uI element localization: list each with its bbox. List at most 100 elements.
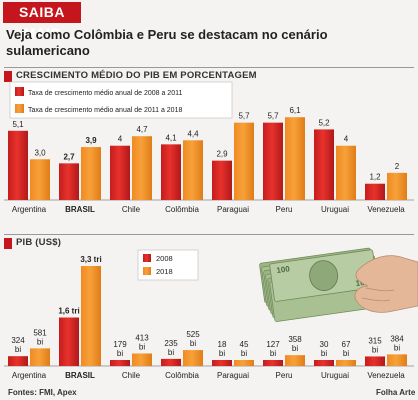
value-label: 5,7 [238, 112, 250, 121]
section-tag: SAIBA MAIS [3, 2, 81, 41]
bar-chile-1 [132, 353, 152, 366]
category-label: Argentina [12, 205, 47, 214]
chart1-title: CRESCIMENTO MÉDIO DO PIB EM PORCENTAGEM [16, 70, 257, 81]
category-label: Chile [122, 371, 141, 380]
value-label: 324 bi [11, 336, 25, 354]
bar-venezuela-1 [387, 172, 407, 200]
bill-stack: 100100 [259, 247, 387, 322]
bar-colômbia-0 [161, 358, 181, 366]
value-label: 5,7 [267, 112, 279, 121]
page-title: Veja como Colômbia e Peru se destacam no… [6, 27, 328, 58]
hand [354, 255, 418, 313]
source-note: Fontes: FMI, Apex [8, 388, 77, 397]
category-label: Uruguai [321, 371, 349, 380]
value-label: 67 bi [342, 340, 351, 358]
bar-venezuela-0 [365, 183, 385, 200]
bar-colômbia-1 [183, 350, 203, 366]
category-label: Colômbia [165, 205, 199, 214]
bar-uruguai-1 [336, 145, 356, 200]
bar-peru-0 [263, 360, 283, 366]
value-label: 6,1 [289, 106, 301, 115]
finger-line [365, 287, 395, 292]
category-label: BRASIL [65, 371, 95, 380]
bar-peru-1 [285, 355, 305, 366]
category-label: Venezuela [367, 371, 405, 380]
category-label: Argentina [12, 371, 47, 380]
portrait [309, 260, 339, 291]
bar-paraguai-0 [212, 160, 232, 200]
value-label: 4 [344, 135, 349, 144]
category-label: Colômbia [165, 371, 199, 380]
value-label: 5,2 [318, 118, 330, 127]
legend-box [9, 81, 233, 119]
value-label: 3,0 [34, 148, 46, 157]
bar-argentina-1 [30, 159, 50, 200]
money-illustration: 100100 [259, 247, 418, 322]
bar-brasil-1 [81, 147, 101, 200]
legend-swatch-1 [15, 104, 24, 113]
bar-uruguai-1 [336, 360, 356, 366]
value-label: 4,4 [187, 129, 199, 138]
value-label: 581 bi [33, 328, 47, 346]
legend-swatch-1 [143, 267, 151, 275]
bill-denomination: 100 [276, 264, 291, 275]
bar-colômbia-0 [161, 144, 181, 200]
legend-swatch-0 [143, 254, 151, 262]
value-label: 1,6 tri [58, 307, 79, 316]
value-label: 45 bi [240, 340, 249, 358]
bar-uruguai-0 [314, 360, 334, 366]
bar-argentina-0 [8, 356, 28, 366]
value-label: 4,7 [136, 125, 148, 134]
category-label: Venezuela [367, 205, 405, 214]
legend-label-1: Taxa de crescimento médio anual de 2011 … [28, 107, 182, 114]
category-label: Chile [122, 205, 141, 214]
bar-paraguai-1 [234, 360, 254, 366]
legend-label-0: 2008 [156, 254, 173, 263]
bar-brasil-0 [59, 163, 79, 200]
bar-argentina-0 [8, 130, 28, 200]
bar-venezuela-0 [365, 356, 385, 366]
value-label: 4,1 [165, 133, 177, 142]
bar-chile-0 [110, 145, 130, 200]
value-label: 127 bi [266, 340, 280, 358]
value-label: 2,7 [63, 152, 75, 161]
category-label: Peru [276, 205, 293, 214]
legend-label-0: Taxa de crescimento médio anual de 2008 … [28, 90, 182, 97]
category-label: Paraguai [217, 371, 249, 380]
chart2-header: PIB (US$) [4, 234, 414, 249]
category-label: BRASIL [65, 205, 95, 214]
bar-paraguai-0 [212, 360, 232, 366]
gdp-chart: 2008 2018 324 bi 581 bi Argentina 1,6 tri 3,3 tr… [4, 249, 414, 380]
category-label: Peru [276, 371, 293, 380]
chart2-title: PIB (US$) [16, 237, 62, 248]
value-label: 30 bi [320, 340, 329, 358]
value-label: 413 bi [135, 333, 149, 351]
value-label: 18 bi [218, 340, 227, 358]
category-label: Paraguai [217, 205, 249, 214]
value-label: 525 bi [186, 330, 200, 348]
value-label: 1,2 [369, 173, 381, 182]
bar-venezuela-1 [387, 354, 407, 366]
bar-peru-0 [263, 122, 283, 200]
bar-colômbia-1 [183, 140, 203, 200]
bar-peru-1 [285, 117, 305, 200]
bar-paraguai-1 [234, 122, 254, 200]
legend-label-1: 2018 [156, 267, 173, 276]
value-label: 358 bi [288, 335, 302, 353]
finger-line [361, 297, 391, 302]
chart1-header: CRESCIMENTO MÉDIO DO PIB EM PORCENTAGEM [4, 67, 414, 82]
value-label: 5,1 [12, 120, 24, 129]
growth-chart: Taxa de crescimento médio anual de 2008 … [4, 81, 414, 214]
credit: Folha Arte [376, 388, 416, 397]
value-label: 235 bi [164, 339, 178, 357]
value-label: 315 bi [368, 336, 382, 354]
bar-brasil-0 [59, 317, 79, 366]
value-label: 384 bi [390, 334, 404, 352]
bar-brasil-1 [81, 266, 101, 366]
bar-chile-0 [110, 360, 130, 366]
legend-swatch-0 [15, 87, 24, 96]
bar-chile-1 [132, 136, 152, 200]
value-label: 2,9 [216, 150, 228, 159]
bar-uruguai-0 [314, 129, 334, 200]
value-label: 179 bi [113, 340, 127, 358]
